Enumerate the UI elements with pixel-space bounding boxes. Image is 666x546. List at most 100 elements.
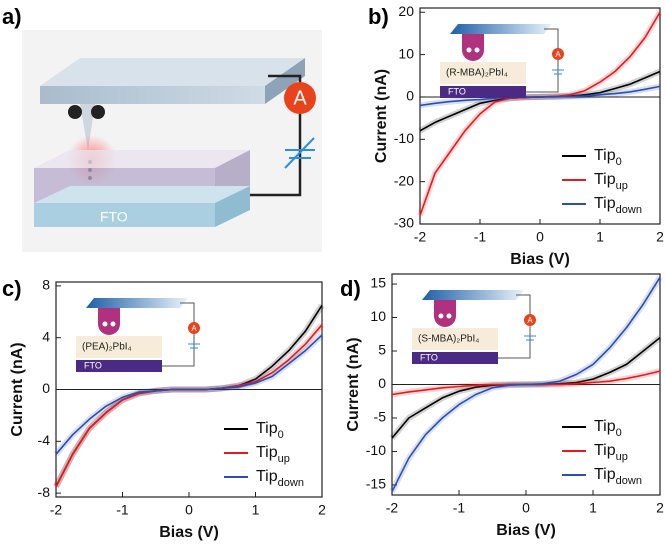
inset-label: (S-MBA)₂PbI₄	[418, 334, 479, 345]
legend-subscript: down	[616, 204, 642, 216]
inset-electron	[110, 321, 116, 327]
x-tick-label: 0	[522, 500, 530, 516]
panel-label: c)	[2, 276, 22, 301]
x-tick-label: -1	[474, 229, 487, 245]
legend-label: Tipdown	[256, 468, 304, 489]
legend-name: Tip	[594, 171, 616, 188]
y-tick-label: 8	[42, 277, 50, 293]
x-axis-title: Bias (V)	[510, 251, 570, 268]
legend-subscript: up	[616, 451, 628, 463]
inset-fto	[76, 360, 162, 372]
inset-film	[76, 336, 162, 358]
legend-subscript: 0	[616, 427, 622, 439]
ammeter-label: A	[293, 87, 307, 109]
inset: (PEA)₂PbI₄ FTO A	[76, 298, 200, 372]
inset-fto-label: FTO	[84, 360, 102, 370]
x-tick-label: -2	[386, 500, 399, 516]
inset-label: (R-MBA)₂PbI₄	[446, 68, 508, 79]
y-tick-label: 5	[378, 342, 386, 358]
y-tick-label: 10	[370, 308, 386, 324]
fto	[34, 203, 215, 227]
inset-electron	[474, 47, 480, 53]
y-tick-label: 20	[398, 3, 414, 19]
panel-label: a)	[2, 4, 22, 29]
inset-wire	[498, 294, 531, 359]
inset-ammeter	[188, 322, 200, 334]
inset-fto-label: FTO	[448, 86, 466, 96]
y-axis-title: Current (nA)	[9, 342, 26, 436]
legend-label: Tipdown	[594, 466, 642, 487]
inset-electron	[438, 313, 444, 319]
inset-wire	[526, 28, 559, 93]
inset-tip	[434, 300, 456, 327]
legend-label: Tip0	[594, 147, 622, 168]
legend-label: Tipup	[594, 171, 628, 192]
legend-subscript: up	[616, 180, 628, 192]
inset-cantilever	[86, 298, 188, 308]
legend-name: Tip	[594, 418, 616, 435]
legend-label: Tip0	[256, 420, 284, 441]
inset-film	[412, 328, 498, 350]
y-tick-label: 4	[42, 328, 50, 344]
electron	[68, 105, 82, 119]
y-tick-label: -4	[38, 432, 51, 448]
panel-label: d)	[340, 276, 361, 301]
legend-label: Tipdown	[594, 195, 642, 216]
legend-label: Tipup	[256, 444, 290, 465]
inset: (S-MBA)₂PbI₄ FTO A	[412, 290, 536, 364]
x-tick-label: -2	[50, 502, 63, 518]
x-tick-label: 2	[318, 502, 326, 518]
legend-name: Tip	[256, 468, 278, 485]
x-tick-label: 1	[252, 502, 260, 518]
legend-name: Tip	[594, 195, 616, 212]
x-tick-label: -2	[414, 229, 427, 245]
fto-label: FTO	[100, 209, 128, 225]
inset-tip	[462, 34, 484, 61]
x-tick-label: 1	[589, 500, 597, 516]
y-tick-label: -10	[394, 130, 414, 146]
y-axis-title: Current (nA)	[373, 69, 390, 163]
inset-electron	[446, 313, 452, 319]
y-tick-label: 0	[378, 375, 386, 391]
inset-tip	[98, 308, 120, 335]
x-tick-label: 1	[596, 229, 604, 245]
wire	[250, 74, 302, 197]
inset-ammeter-label: A	[191, 324, 197, 333]
inset-fto-label: FTO	[420, 352, 438, 362]
x-tick-label: 2	[656, 500, 664, 516]
y-tick-label: -8	[38, 484, 51, 500]
inset-electron	[102, 321, 108, 327]
inset: (R-MBA)₂PbI₄ FTO A	[440, 24, 564, 98]
inset-electron	[466, 47, 472, 53]
legend-subscript: 0	[616, 156, 622, 168]
y-tick-label: 0	[406, 88, 414, 104]
legend-name: Tip	[594, 147, 616, 164]
cantilever-side	[265, 58, 305, 104]
ammeter	[284, 82, 316, 114]
panel-a: a) FTO A	[2, 4, 322, 252]
electron	[91, 105, 105, 119]
perovskite-top	[34, 150, 250, 168]
x-axis-title: Bias (V)	[496, 522, 556, 539]
inset-wire	[162, 302, 195, 367]
y-tick-label: -20	[394, 172, 414, 188]
legend-label: Tipup	[594, 442, 628, 463]
series-line	[55, 334, 323, 455]
legend-name: Tip	[256, 420, 278, 437]
fto-top	[34, 186, 250, 203]
legend-label: Tip0	[594, 418, 622, 439]
inset-film	[440, 62, 526, 84]
inset-ammeter-label: A	[527, 316, 533, 325]
y-tick-label: 10	[398, 45, 414, 61]
tip	[80, 104, 95, 150]
x-tick-label: 2	[656, 229, 664, 245]
legend-name: Tip	[256, 444, 278, 461]
cantilever-top	[40, 58, 305, 86]
x-tick-label: -1	[116, 502, 129, 518]
legend-subscript: down	[616, 475, 642, 487]
inset-cantilever	[422, 290, 524, 300]
inset-fto	[440, 86, 526, 98]
x-tick-label: -1	[453, 500, 466, 516]
